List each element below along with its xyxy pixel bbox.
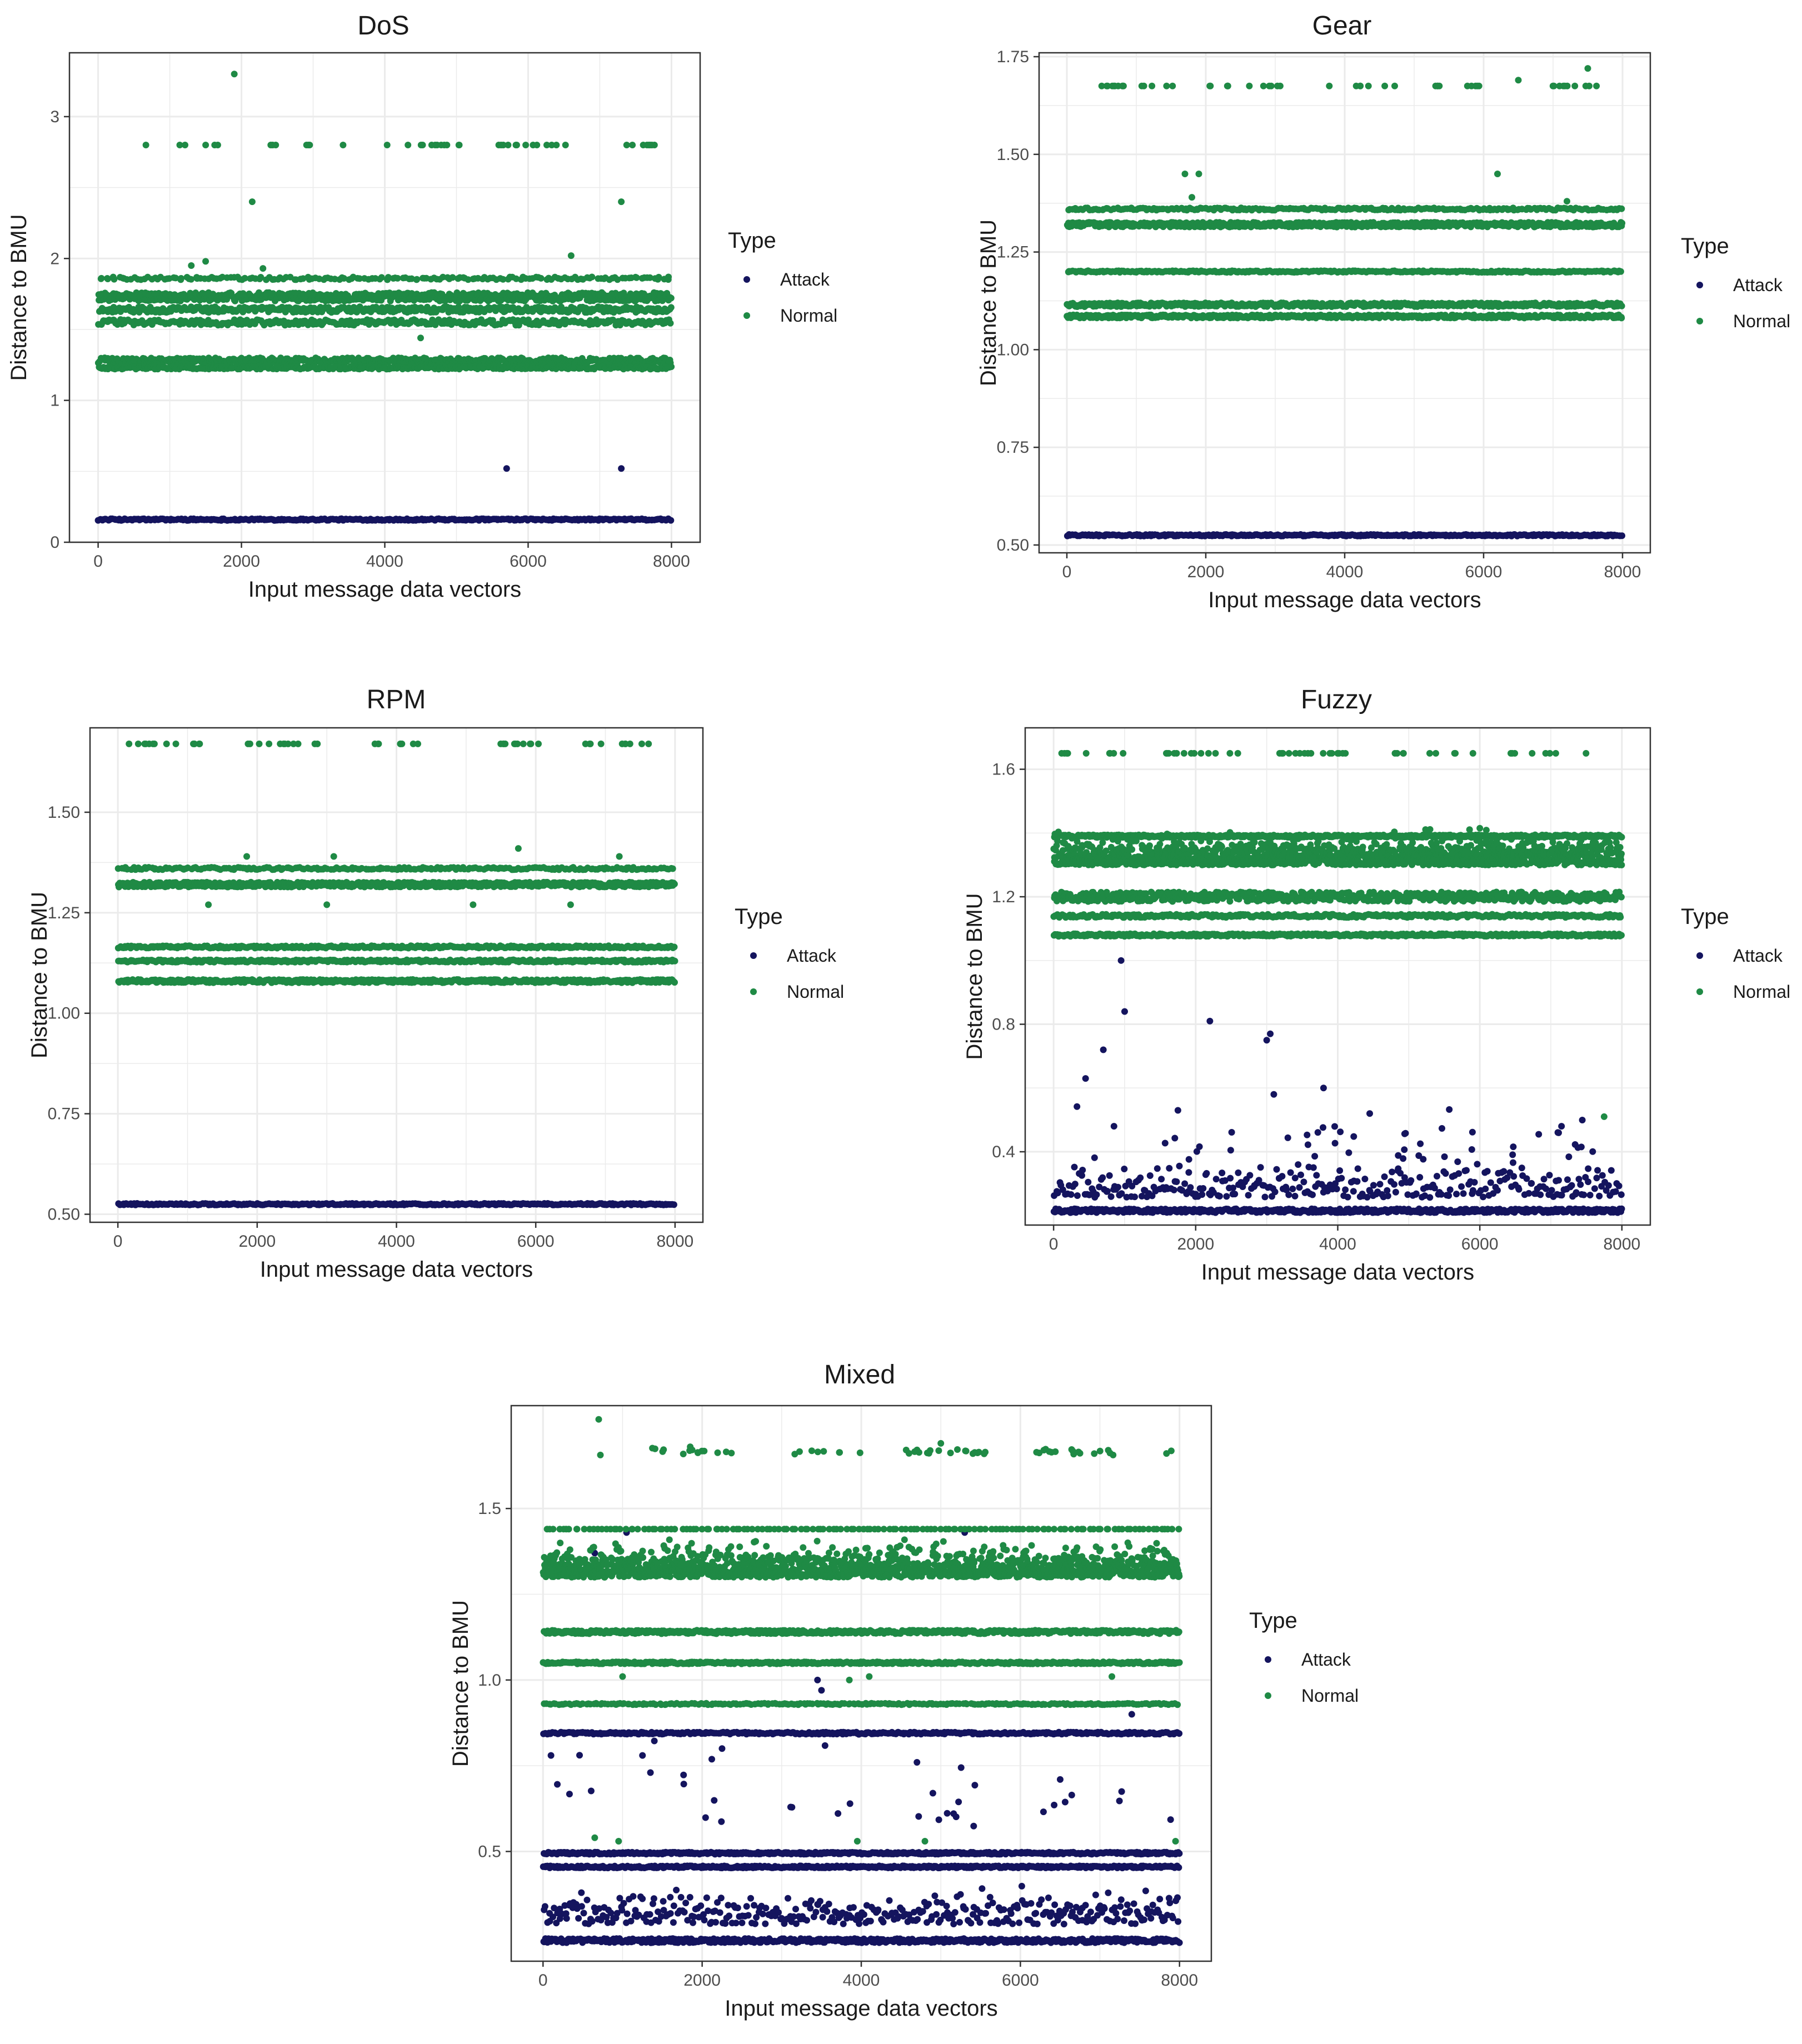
dos-legend-title: Type <box>728 228 776 253</box>
dos-point-normal <box>395 275 401 282</box>
dos-point-normal <box>665 274 672 281</box>
dos-point-normal <box>668 295 675 302</box>
gear-point-normal <box>1474 83 1481 89</box>
dos-legend-label-attack: Attack <box>780 269 830 289</box>
gear-point-normal <box>1619 220 1625 227</box>
dos-xtick-label: 0 <box>93 552 103 571</box>
dos-point-normal <box>538 275 545 282</box>
dos-point-normal <box>303 142 310 148</box>
dos-point-normal <box>384 142 391 148</box>
gear-point-attack <box>1619 532 1625 539</box>
dos-point-normal <box>111 276 117 283</box>
dos-point-normal <box>633 274 640 281</box>
dos-point-normal <box>202 142 209 148</box>
gear-point-normal <box>1260 83 1267 89</box>
dos-point-normal <box>618 198 625 205</box>
dos-point-normal <box>623 142 630 148</box>
gear-point-normal <box>1274 83 1281 89</box>
gear-point-normal <box>1268 83 1275 89</box>
dos-point-normal <box>272 142 279 148</box>
dos-point-normal <box>505 142 511 148</box>
dos-point-normal <box>588 274 595 281</box>
dos-ytick-label: 0 <box>50 533 59 552</box>
dos-point-normal <box>405 142 411 148</box>
dos-point-normal <box>562 142 569 148</box>
dos-point-normal <box>456 142 463 148</box>
dos-point-normal <box>513 142 520 148</box>
gear-point-normal <box>1618 206 1625 212</box>
gear-point-normal <box>1326 83 1332 89</box>
gear-point-normal <box>1099 83 1105 89</box>
dos-point-normal <box>533 142 540 148</box>
dos-point-attack <box>618 465 625 472</box>
dos-point-normal <box>413 276 420 283</box>
dos-xtick-label: 4000 <box>366 552 403 571</box>
dos-point-normal <box>259 265 266 272</box>
dos-legend-key-normal <box>743 312 750 319</box>
gear-point-normal <box>1468 83 1475 89</box>
dos-point-normal <box>443 142 450 148</box>
gear-point-normal <box>1571 83 1578 89</box>
dos-point-normal <box>629 142 636 148</box>
dos-point-normal <box>378 274 385 281</box>
dos-legend-label-normal: Normal <box>780 306 837 326</box>
dos-point-normal <box>522 142 529 148</box>
dos-point-normal <box>231 71 238 77</box>
gear-point-normal <box>1365 83 1372 89</box>
gear-series-attack <box>1064 531 1625 539</box>
dos-xtick-label: 6000 <box>510 552 547 571</box>
dos-point-normal <box>420 142 426 148</box>
dos-point-attack <box>667 517 674 524</box>
gear-point-normal <box>1225 83 1231 89</box>
dos-legend-key-attack <box>743 276 750 283</box>
dos-point-normal <box>143 142 149 148</box>
dos-point-normal <box>188 262 194 269</box>
dos-xtick-label: 2000 <box>223 552 260 571</box>
dos-point-normal <box>340 142 346 148</box>
gear-point-normal <box>1586 83 1593 89</box>
dos-ytick-label: 2 <box>50 249 59 268</box>
dos-point-normal <box>668 304 675 311</box>
gear-point-normal <box>1141 83 1147 89</box>
gear-point-normal <box>1163 83 1170 89</box>
gear-point-normal <box>1593 83 1600 89</box>
gear-point-normal <box>1169 83 1176 89</box>
dos-point-normal <box>548 142 555 148</box>
dos-point-normal <box>568 252 575 259</box>
dos-point-normal <box>98 275 105 282</box>
gear-point-normal <box>1353 83 1360 89</box>
gear-point-normal <box>1120 83 1127 89</box>
gear-point-normal <box>1149 83 1155 89</box>
gear-point-normal <box>1207 83 1214 89</box>
dos-point-normal <box>417 334 424 341</box>
dos-ylabel: Distance to BMU <box>7 214 31 381</box>
dos-point-normal <box>211 142 218 148</box>
dos-point-normal <box>428 142 435 148</box>
gear-point-normal <box>1432 83 1439 89</box>
gear-point-normal <box>1556 83 1563 89</box>
dos-point-normal <box>668 363 675 370</box>
dos-point-attack <box>503 465 510 472</box>
dos-point-normal <box>202 258 209 264</box>
dos-xlabel: Input message data vectors <box>248 577 521 602</box>
dos-point-normal <box>498 142 505 148</box>
dos-point-normal <box>667 320 674 327</box>
dos-point-normal <box>643 142 650 148</box>
gear-point-normal <box>1246 83 1252 89</box>
gear-point-normal <box>1391 83 1398 89</box>
dos-ytick-label: 1 <box>50 392 59 410</box>
dos-point-normal <box>178 275 184 282</box>
gear-point-normal <box>1381 83 1388 89</box>
dos-point-normal <box>182 142 188 148</box>
gear-point-normal <box>1618 268 1624 275</box>
dos-ytick-label: 3 <box>50 108 59 126</box>
dos-title: DoS <box>357 11 409 41</box>
dos-point-normal <box>249 198 256 205</box>
dos-xtick-label: 8000 <box>653 552 690 571</box>
